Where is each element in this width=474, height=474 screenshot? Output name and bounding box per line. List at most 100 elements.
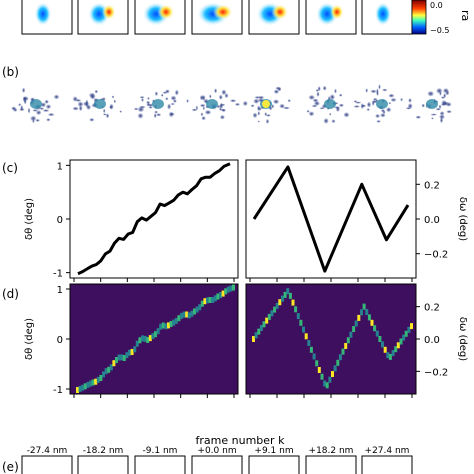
speckle: [106, 113, 109, 119]
d-left-trace-cell: [122, 355, 126, 361]
speckle: [430, 113, 437, 116]
d-right-ylabel: δω (deg): [457, 317, 468, 361]
speckle: [439, 114, 445, 120]
panel-e-tile-label: +0.0 nm: [197, 446, 236, 456]
speckle: [367, 101, 371, 108]
d-left-trace-cell: [221, 290, 225, 297]
speckle: [200, 104, 206, 107]
d-right-trace-cell: [373, 325, 377, 332]
diffraction-peak: [152, 99, 164, 109]
speckle: [200, 112, 204, 117]
speckle: [279, 103, 285, 109]
d-left-ylabel: δθ (deg): [24, 318, 35, 360]
speckle: [170, 95, 177, 101]
c-left-series-line: [77, 162, 231, 276]
d-left-trace-cell: [216, 293, 220, 300]
speckle: [221, 89, 227, 95]
d-left-trace-cell: [94, 378, 98, 385]
speckle: [378, 84, 381, 90]
d-left-trace-cell: [104, 368, 108, 375]
d-right-trace-cell: [367, 314, 371, 321]
d-right-trace-cell: [383, 346, 387, 353]
d-left-trace-cell: [208, 297, 212, 303]
d-left-trace-cell: [128, 349, 131, 356]
speckle: [209, 94, 212, 99]
d-left-trace-cell: [195, 306, 199, 313]
diffraction-peak: [206, 99, 218, 109]
speckle: [308, 111, 315, 117]
d-left-trace-cell: [229, 285, 233, 292]
speckle: [317, 86, 321, 92]
d-right-trace-cell: [312, 353, 316, 360]
speckle: [103, 108, 106, 113]
d-left-trace-cell: [198, 304, 202, 311]
d-right-trace-cell: [410, 323, 413, 330]
speckle: [390, 98, 397, 102]
d-left-trace-cell: [232, 284, 235, 291]
speckle: [30, 115, 37, 122]
d-right-trace-cell: [291, 299, 295, 306]
d-right-trace-cell: [288, 292, 292, 299]
d-right-trace-cell: [388, 353, 392, 360]
speckle: [113, 99, 116, 104]
panel-d: 1 0 -1 δθ (deg) 0.2 0.0 −0.2 δω (deg): [24, 283, 468, 398]
speckle: [314, 101, 320, 106]
speckle: [53, 94, 60, 100]
speckle: [205, 110, 211, 115]
d-right-trace-cell: [286, 288, 290, 295]
speckle: [165, 97, 169, 101]
panel-a-blob: [271, 4, 289, 20]
d-right-trace-cell: [391, 350, 395, 356]
d-right-trace-cell: [278, 299, 282, 306]
speckle: [39, 107, 44, 110]
d-right-trace-cell: [252, 336, 255, 342]
speckle: [306, 110, 310, 113]
speckle: [148, 106, 153, 109]
speckle: [186, 99, 189, 103]
speckle: [19, 108, 25, 111]
speckle: [266, 119, 269, 124]
speckle: [439, 111, 445, 116]
speckle: [148, 103, 153, 107]
d-left-trace-cell: [112, 360, 116, 367]
d-left-trace-cell: [83, 383, 87, 390]
d-left-trace-cell: [156, 328, 160, 335]
d-right-trace-cell: [265, 317, 269, 324]
d-left-ytick-label: 1: [57, 285, 63, 296]
d-right-trace-cell: [402, 334, 406, 341]
speckle: [339, 103, 344, 107]
d-right-trace-cell: [281, 295, 284, 302]
speckle: [137, 106, 144, 112]
d-right-trace-cell: [349, 331, 353, 338]
speckle: [89, 118, 95, 122]
shared-xlabel: frame number k: [196, 434, 286, 447]
d-right-trace-cell: [336, 359, 340, 366]
panel-e-tile: [77, 455, 129, 474]
d-right-trace-cell: [320, 373, 324, 380]
speckle: [243, 101, 248, 106]
panel-label-e: (e): [2, 460, 19, 474]
d-left-trace-cell: [141, 335, 144, 342]
speckle: [370, 89, 377, 93]
d-left-trace-cell: [200, 300, 204, 307]
d-right-trace-cell: [323, 380, 327, 387]
speckle: [380, 113, 386, 118]
panel-e-tile-label: -27.4 nm: [27, 446, 68, 456]
speckle: [273, 99, 279, 104]
speckle: [431, 117, 434, 120]
d-right-trace-cell: [304, 333, 308, 340]
d-right-trace-cell: [299, 319, 303, 326]
speckle: [336, 106, 340, 112]
panel-e-tile-label: -18.2 nm: [83, 446, 124, 456]
colorbar-tick-top: 0.0: [430, 1, 443, 10]
d-left-trace-cell: [143, 335, 147, 342]
speckle: [169, 111, 174, 118]
speckle: [109, 103, 114, 110]
d-right-trace-cell: [357, 314, 361, 321]
d-left-ytick-label: -1: [53, 385, 63, 396]
d-right-trace-cell: [381, 341, 384, 348]
panel-a-blob: [102, 4, 116, 20]
speckle: [329, 113, 332, 116]
speckle: [331, 119, 336, 123]
speckle: [191, 108, 198, 112]
